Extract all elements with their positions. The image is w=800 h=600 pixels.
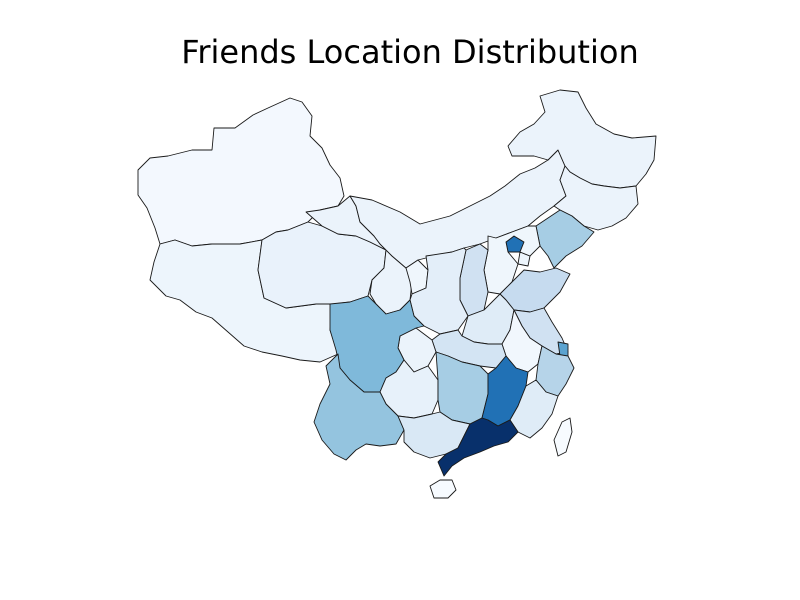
region-shanghai [557, 341, 569, 357]
region-liaoning [535, 209, 595, 269]
region-hainan [429, 479, 457, 499]
region-guangdong [437, 417, 519, 477]
region-tibet [149, 239, 339, 363]
chart-title: Friends Location Distribution [181, 33, 638, 71]
region-taiwan [553, 417, 573, 457]
region-jilin [553, 165, 639, 231]
region-inner-mongolia [349, 149, 567, 269]
region-yunnan [313, 353, 405, 461]
china-map [137, 89, 657, 499]
